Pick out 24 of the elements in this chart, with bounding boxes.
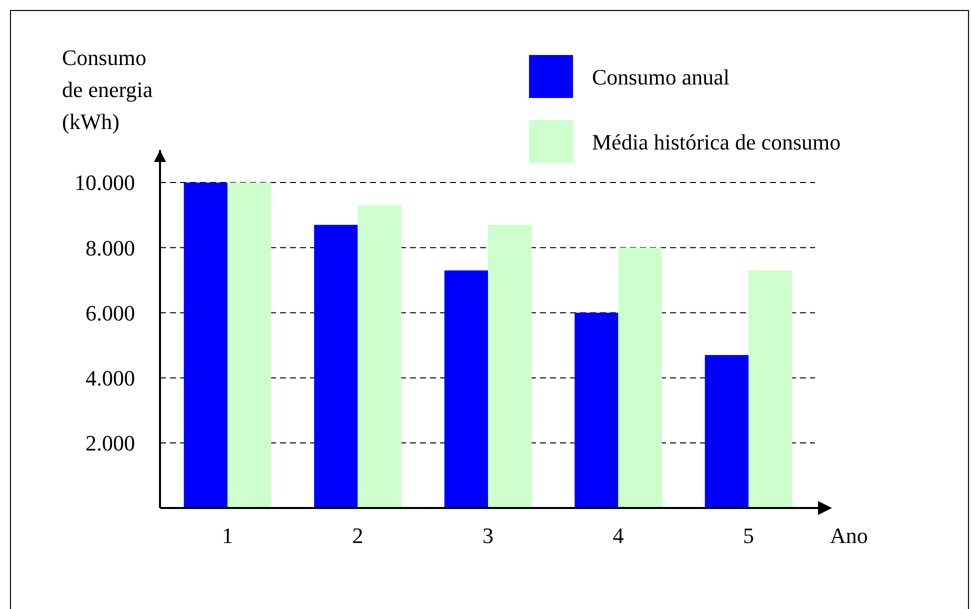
x-tick-label: 2 [352,523,364,548]
x-tick-label: 3 [482,523,494,548]
x-axis-title: Ano [830,523,868,548]
bar [618,248,662,508]
bar [184,182,228,508]
x-tick-label: 5 [743,523,754,548]
y-tick-label: 8.000 [86,235,135,260]
bar [748,270,792,508]
bar [227,182,272,508]
bar [704,355,749,508]
bar [444,270,488,508]
bar [314,224,358,508]
bar [488,224,532,508]
y-tick-label: 6.000 [86,300,135,326]
bar [574,312,618,508]
y-tick-label: 2.000 [86,430,135,456]
y-tick-label: 4.000 [86,366,135,391]
y-axis-title: Consumo de energia (kWh) [62,45,153,134]
x-tick-label: 1 [222,523,233,548]
x-tick-label: 4 [612,523,624,548]
legend-label: Média histórica de consumo [592,130,841,155]
legend-label: Consumo anual [592,64,730,90]
bar [358,205,402,508]
y-tick-label: 10.000 [74,170,135,196]
